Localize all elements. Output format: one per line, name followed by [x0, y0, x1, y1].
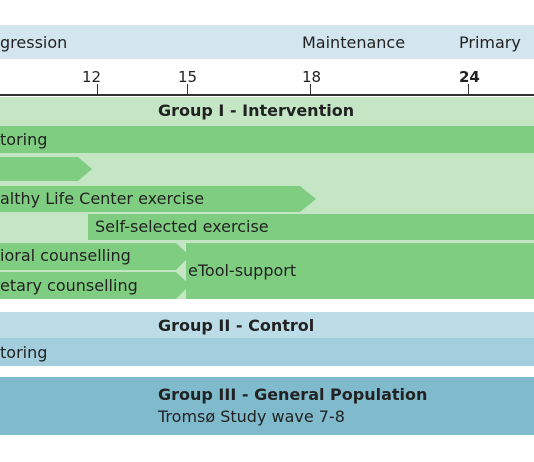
group1-self-selected-label: Self-selected exercise: [95, 217, 269, 236]
tick-mark-18: [310, 84, 311, 94]
tick-mark-24: [468, 84, 469, 94]
tick-mark-15: [187, 84, 188, 94]
group1-dietary-counselling-bar: [0, 272, 190, 299]
timeline-axis: [0, 94, 534, 96]
group2-title: Group II - Control: [158, 316, 315, 335]
group1-hlc-exercise-bar: [0, 186, 316, 212]
phase-progression-label: gression: [0, 33, 68, 52]
group1-monitoring-bar: [0, 126, 534, 153]
group1-hlc-exercise-label: althy Life Center exercise: [0, 189, 205, 208]
group1-header: [0, 97, 534, 125]
phase-primary-label: Primary: [459, 33, 521, 52]
phase-maintenance-label: Maintenance: [302, 33, 406, 52]
group1-etool-label: eTool-support: [188, 261, 297, 280]
group1-behavioral-counselling-label: ioral counselling: [0, 246, 131, 265]
group1-self-selected-bar: [88, 214, 534, 240]
group3-box: [0, 377, 534, 435]
group1-dietary-counselling-label: etary counselling: [0, 276, 138, 295]
group1-etool-bar: [186, 243, 534, 299]
group1-behavioral-counselling-bar: [0, 243, 190, 270]
tick-label-15: 15: [178, 68, 198, 86]
group2-header: [0, 312, 534, 338]
group3-title: Group III - General Population: [158, 385, 428, 404]
group2-monitoring-bar: [0, 338, 534, 366]
tick-label-12: 12: [82, 68, 102, 86]
group1-short-arrow-bar: [0, 157, 92, 181]
tick-label-24: 24: [459, 68, 480, 86]
group1-monitoring-label: toring: [0, 130, 48, 149]
group3-subtitle: Tromsø Study wave 7-8: [158, 407, 345, 426]
group2-monitoring-label: toring: [0, 343, 48, 362]
phase-band: [0, 25, 534, 59]
group1-title: Group I - Intervention: [158, 101, 355, 120]
tick-mark-12: [97, 84, 98, 94]
tick-label-18: 18: [302, 68, 322, 86]
